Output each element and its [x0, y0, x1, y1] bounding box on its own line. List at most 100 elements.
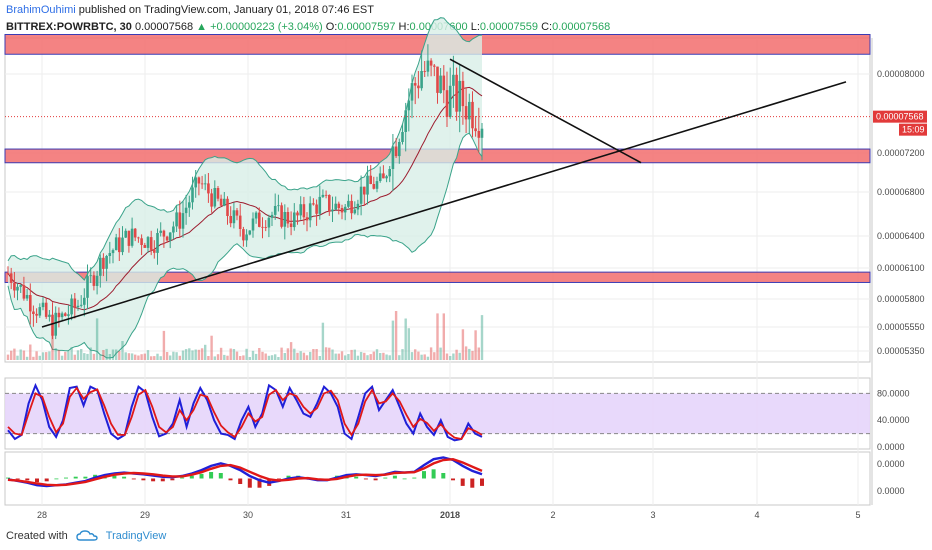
volume-bar — [245, 348, 248, 360]
candle-body — [426, 60, 430, 72]
volume-bar — [461, 329, 465, 360]
volume-bar — [391, 320, 395, 360]
volume-bar — [379, 353, 382, 360]
volume-bar — [137, 355, 140, 360]
volume-bar — [407, 328, 410, 360]
volume-bar — [401, 349, 404, 360]
volume-bar — [124, 352, 127, 360]
candle-body — [67, 314, 70, 316]
candle-body — [48, 314, 51, 317]
candle-body — [321, 194, 325, 197]
candle-body — [417, 85, 420, 89]
candle-body — [22, 285, 26, 299]
volume-bar — [35, 351, 38, 360]
open-value: 0.00007597 — [337, 21, 396, 33]
volume-bar — [254, 353, 258, 360]
volume-bar — [423, 354, 426, 360]
candle-body — [64, 313, 67, 316]
macd-histogram-bar — [422, 471, 426, 479]
volume-bar — [477, 347, 480, 360]
volume-bar — [480, 315, 484, 360]
candle-body — [251, 218, 255, 231]
volume-bar — [433, 352, 436, 360]
time-tick-label: 2018 — [440, 510, 460, 520]
macd-histogram-bar — [431, 469, 436, 479]
volume-bar — [375, 349, 379, 360]
candle-body — [261, 226, 264, 228]
volume-bar — [293, 348, 296, 360]
candle-body — [79, 304, 83, 306]
volume-bar — [398, 355, 401, 360]
volume-bar — [299, 351, 302, 360]
macd-tick-label: 0.0000 — [877, 459, 905, 469]
macd-histogram-bar — [363, 478, 368, 480]
volume-bar — [111, 349, 115, 360]
macd-histogram-bar — [470, 478, 475, 488]
candle-body — [140, 238, 143, 245]
candle-body — [9, 273, 13, 283]
volume-bar — [6, 354, 10, 360]
macd-histogram-bar — [112, 475, 117, 479]
last-price-tag — [873, 110, 927, 123]
candle-body — [57, 312, 61, 318]
time-tick-label: 4 — [754, 510, 759, 520]
volume-bar — [474, 330, 477, 360]
volume-bar — [353, 349, 356, 360]
volume-bar — [51, 334, 54, 360]
volume-bar — [283, 353, 286, 360]
volume-bar — [22, 350, 26, 360]
candle-body — [480, 128, 484, 138]
macd-histogram-bar — [276, 478, 281, 480]
volume-bar — [86, 353, 89, 360]
symbol-label[interactable]: BITTREX:POWRBTC, 30 — [6, 21, 132, 33]
time-tick-label: 5 — [855, 510, 860, 520]
volume-bar — [54, 348, 57, 360]
candle-body — [347, 200, 350, 207]
volume-bar — [464, 346, 468, 360]
candle-body — [270, 214, 274, 218]
volume-bar — [118, 351, 121, 360]
macd-histogram-bar — [122, 476, 127, 479]
candle-body — [184, 207, 188, 214]
tradingview-brand[interactable]: TradingView — [105, 530, 167, 542]
candle-body — [38, 307, 42, 316]
macd-histogram-bar — [247, 478, 252, 488]
candle-body — [13, 282, 16, 291]
volume-bar — [80, 349, 83, 360]
macd-histogram-bar — [441, 473, 446, 479]
candle-body — [223, 198, 226, 206]
candle-body — [343, 206, 347, 213]
candle-body — [44, 302, 48, 317]
volume-bar — [302, 352, 306, 360]
candle-body — [200, 183, 204, 185]
volume-bar — [115, 349, 118, 360]
author-link[interactable]: BrahimOuhimi — [6, 4, 76, 16]
volume-bar — [64, 351, 67, 360]
volume-bar — [48, 351, 51, 360]
macd-histogram-bar — [460, 478, 465, 486]
candle-body — [471, 101, 474, 129]
macd-histogram-bar — [25, 478, 30, 481]
candle-body — [318, 196, 322, 214]
volume-bar — [70, 347, 73, 360]
macd-histogram-bar — [480, 478, 484, 486]
volume-bar — [239, 356, 242, 360]
candle-body — [226, 198, 229, 216]
candle-body — [111, 250, 115, 254]
macd-histogram-bar — [151, 478, 156, 482]
volume-bar — [366, 355, 369, 360]
candle-body — [305, 217, 309, 221]
volume-bar — [140, 354, 143, 360]
low-label: L: — [470, 21, 480, 33]
time-tick-label: 2 — [550, 510, 555, 520]
volume-bar — [382, 352, 385, 360]
candle-body — [273, 206, 277, 215]
volume-bar — [372, 351, 375, 360]
candle-body — [178, 212, 182, 229]
close-value: 0.00007568 — [552, 21, 611, 33]
candle-body — [248, 230, 252, 235]
volume-bar — [229, 348, 232, 360]
volume-bar — [38, 355, 41, 360]
candle-body — [436, 66, 439, 93]
